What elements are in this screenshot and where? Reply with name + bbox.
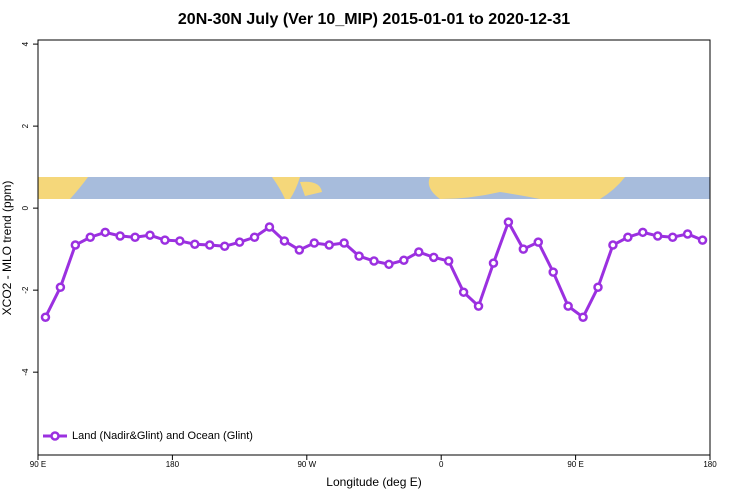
point xyxy=(175,236,185,246)
chart-title: 20N-30N July (Ver 10_MIP) 2015-01-01 to … xyxy=(178,11,570,28)
point xyxy=(638,227,648,238)
plot-frame xyxy=(37,39,711,456)
point xyxy=(309,238,320,248)
point xyxy=(399,255,409,265)
y-tick-label: -2 xyxy=(21,286,30,294)
x-tick-label: 90 W xyxy=(297,460,316,469)
point xyxy=(428,252,439,263)
point xyxy=(204,240,215,250)
point xyxy=(623,232,633,242)
point xyxy=(652,231,663,241)
point xyxy=(414,247,424,257)
point xyxy=(55,282,66,293)
point xyxy=(518,244,529,254)
legend-label: Land (Nadir&Glint) and Ocean (Glint) xyxy=(72,430,253,442)
x-tick-label: 90 E xyxy=(567,460,583,469)
point xyxy=(294,245,305,255)
point xyxy=(667,232,678,242)
point xyxy=(354,251,364,261)
point xyxy=(682,229,693,239)
point xyxy=(443,256,454,266)
point xyxy=(249,232,260,242)
point xyxy=(578,312,588,322)
point xyxy=(160,235,170,245)
point xyxy=(85,232,96,242)
x-axis-label: Longitude (deg E) xyxy=(326,475,421,489)
y-tick-label: 0 xyxy=(21,205,30,210)
point xyxy=(458,287,469,297)
point xyxy=(473,301,484,311)
x-tick-label: 90 E xyxy=(30,460,46,469)
point xyxy=(234,237,245,247)
point xyxy=(608,240,618,250)
point xyxy=(115,231,125,241)
point xyxy=(219,241,230,252)
point xyxy=(593,282,603,293)
point xyxy=(548,267,558,277)
y-tick-label: 2 xyxy=(21,123,30,128)
point xyxy=(369,256,379,266)
x-tick-label: 180 xyxy=(703,460,717,469)
point xyxy=(533,237,544,247)
point xyxy=(503,217,514,227)
point xyxy=(697,235,708,245)
point xyxy=(339,238,349,248)
point xyxy=(264,222,275,232)
y-tick-label: 4 xyxy=(21,41,30,46)
point xyxy=(190,239,200,249)
series-line xyxy=(44,218,704,320)
point xyxy=(488,258,499,268)
point xyxy=(100,227,110,238)
y-axis-label: XCO2 - MLO trend (ppm) xyxy=(0,181,14,316)
x-tick-label: 0 xyxy=(439,460,444,469)
point xyxy=(130,232,140,242)
map-strip xyxy=(38,177,710,199)
point xyxy=(563,301,573,311)
point xyxy=(324,240,334,250)
point xyxy=(384,259,394,270)
point xyxy=(145,230,155,240)
point xyxy=(279,236,290,246)
legend-marker xyxy=(50,431,60,441)
x-tick-label: 180 xyxy=(166,460,180,469)
y-tick-label: -4 xyxy=(21,368,30,376)
point xyxy=(40,312,51,322)
point xyxy=(70,240,81,250)
